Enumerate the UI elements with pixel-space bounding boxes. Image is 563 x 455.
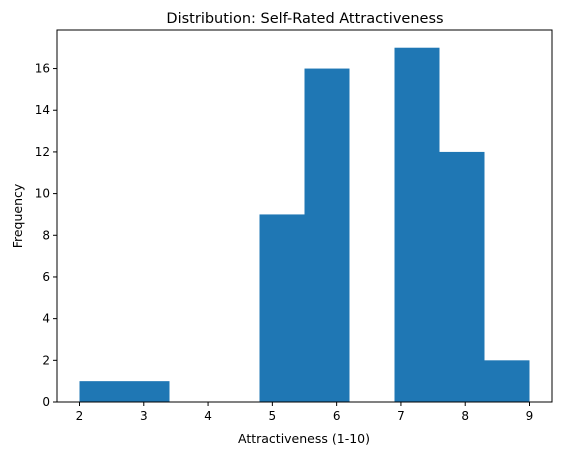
- y-axis-label: Frequency: [10, 183, 25, 248]
- x-tick-label: 9: [526, 409, 534, 423]
- histogram-bar: [259, 214, 305, 402]
- y-tick-label: 8: [42, 228, 50, 242]
- plot-frame: [56, 29, 553, 403]
- histogram-bar: [79, 381, 125, 402]
- y-tick-label: 10: [35, 187, 50, 201]
- y-tick-label: 16: [35, 62, 50, 76]
- x-tick-label: 5: [269, 409, 277, 423]
- x-tick-label: 8: [461, 409, 469, 423]
- histogram-bar: [394, 47, 440, 402]
- y-tick-label: 12: [35, 145, 50, 159]
- x-tick-label: 7: [397, 409, 405, 423]
- histogram-bar: [124, 381, 170, 402]
- chart-title: Distribution: Self-Rated Attractiveness: [166, 11, 443, 27]
- y-tick-label: 14: [35, 103, 50, 117]
- histogram-bar: [439, 151, 485, 402]
- x-axis-ticks: 2 3 4 5 6 7 8 9: [76, 402, 534, 423]
- bars-group: [79, 47, 530, 402]
- y-tick-label: 2: [42, 353, 50, 367]
- x-tick-label: 4: [204, 409, 212, 423]
- x-tick-label: 3: [140, 409, 148, 423]
- x-axis-label: Attractiveness (1-10): [238, 431, 370, 446]
- y-tick-label: 6: [42, 270, 50, 284]
- histogram-bar: [304, 68, 350, 402]
- x-tick-label: 2: [76, 409, 84, 423]
- y-tick-label: 0: [42, 395, 50, 409]
- y-tick-label: 4: [42, 312, 50, 326]
- y-axis-ticks: 0 2 4 6 8 10 12 14 16: [35, 62, 57, 409]
- histogram-bar: [484, 360, 530, 402]
- x-tick-label: 6: [333, 409, 341, 423]
